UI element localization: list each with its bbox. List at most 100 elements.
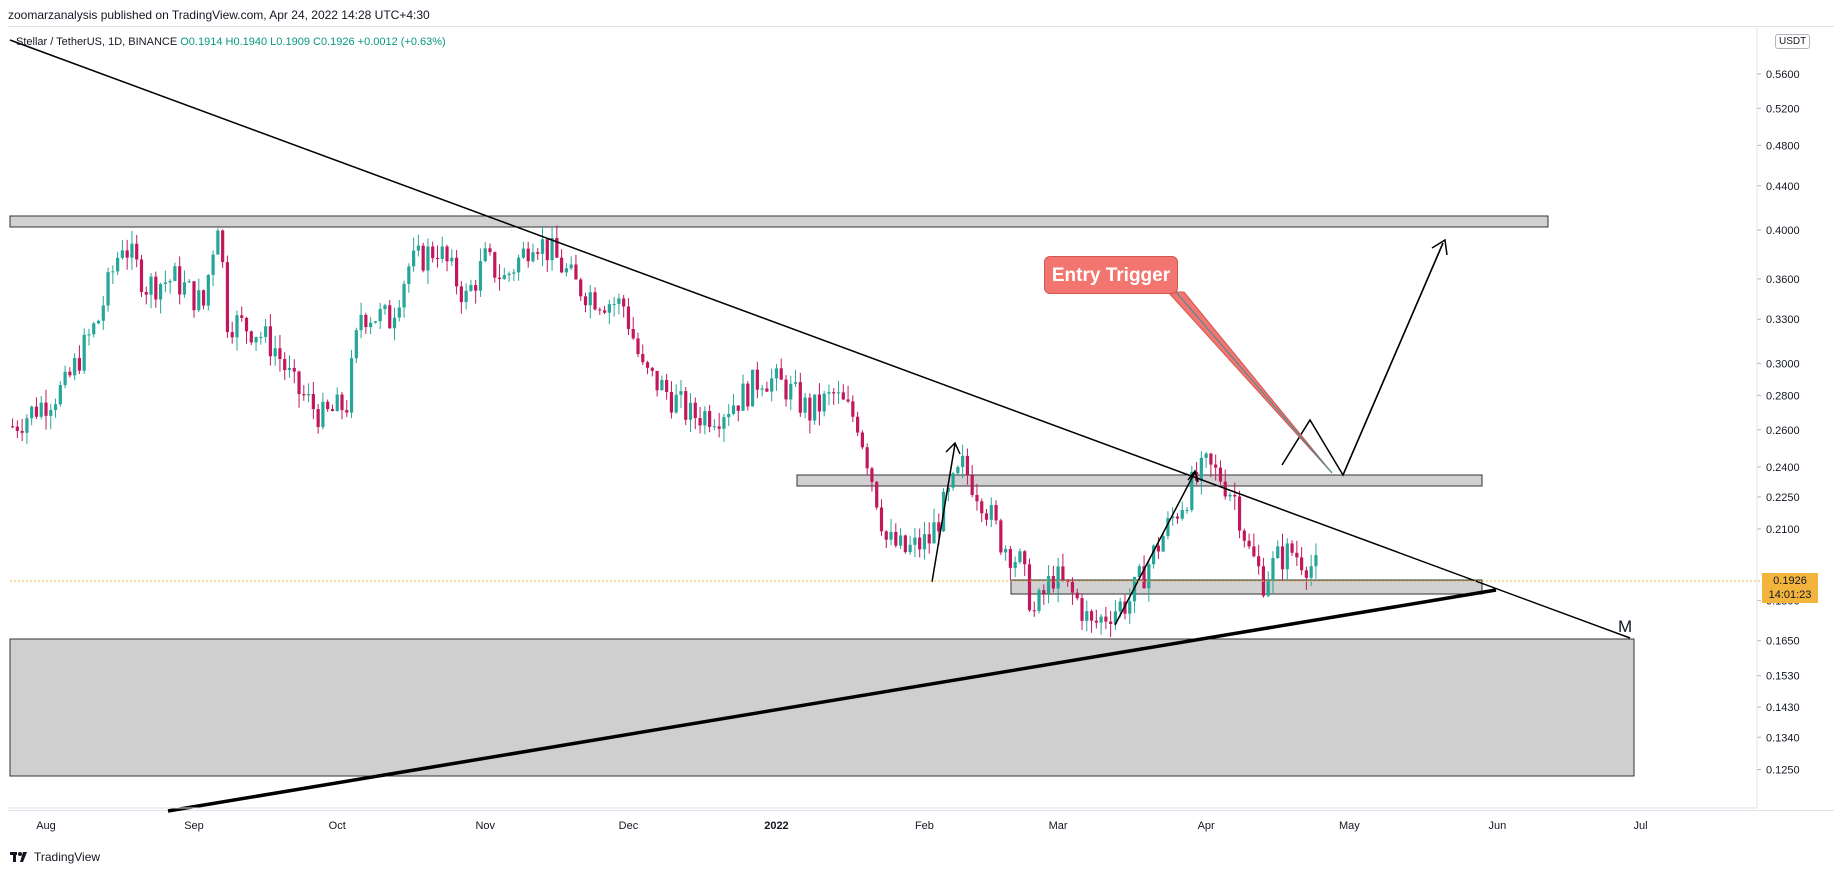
candle-body xyxy=(631,328,635,339)
candle-body xyxy=(898,535,903,546)
y-tick-label: 0.1530 xyxy=(1766,671,1800,683)
candle-body xyxy=(163,282,167,285)
candle-body xyxy=(240,315,244,318)
zone-resistance-top xyxy=(9,215,1549,228)
candle-body xyxy=(994,505,998,521)
zone-mid-resistance xyxy=(796,474,1483,487)
candle-body xyxy=(1118,601,1122,612)
candle-body xyxy=(665,379,669,392)
candle-body xyxy=(1304,570,1308,578)
y-tick-label: 0.1250 xyxy=(1766,765,1800,777)
candle-body xyxy=(918,537,922,550)
legend-low: L0.1909 xyxy=(270,36,310,48)
candle-body xyxy=(440,246,444,259)
candle-body xyxy=(1247,540,1251,547)
candle-body xyxy=(412,250,416,267)
candle-body xyxy=(564,268,568,273)
y-tick-label: 0.1650 xyxy=(1766,636,1800,648)
candle-body xyxy=(851,401,855,417)
candle-body xyxy=(617,298,621,304)
candle-body xyxy=(856,416,860,433)
candle-body xyxy=(798,382,802,413)
y-tick-label: 0.3000 xyxy=(1766,358,1800,370)
candle-body xyxy=(116,257,120,272)
candle-body xyxy=(125,250,129,258)
candle-body xyxy=(349,358,354,413)
candle-body xyxy=(1280,546,1285,570)
candle-body xyxy=(980,501,984,514)
zone-local-support xyxy=(1010,579,1483,595)
candle-body xyxy=(25,418,29,433)
candle-body xyxy=(889,531,893,540)
tradingview-brand[interactable]: TradingView xyxy=(10,850,100,864)
candle-body xyxy=(622,298,626,307)
candle-body xyxy=(965,455,970,476)
candle-body xyxy=(660,379,664,391)
price-axis[interactable]: 0.5600 0.5200 0.4800 0.4400 0.4000 0.3600 0.33… xyxy=(1757,69,1800,777)
candle-body xyxy=(650,367,654,371)
y-tick-label: 0.4000 xyxy=(1766,225,1800,237)
candle-body xyxy=(254,337,258,343)
candle-body xyxy=(144,292,148,295)
candle-body xyxy=(1190,471,1194,510)
candle-body xyxy=(53,404,58,411)
candle-body xyxy=(894,531,898,546)
candle-body xyxy=(168,280,172,283)
candle-body xyxy=(989,505,993,520)
candle-body xyxy=(1237,496,1242,531)
candle-body xyxy=(822,393,826,412)
candle-body xyxy=(593,292,597,310)
candle-body xyxy=(345,410,349,413)
candle-body xyxy=(1027,564,1032,611)
candle-body xyxy=(488,248,492,253)
candle-body xyxy=(1046,576,1051,594)
time-axis[interactable]: Aug Sep Oct Nov Dec 2022 Feb Mar Apr May Jun Jul xyxy=(36,820,1647,832)
legend-open: O0.1914 xyxy=(180,36,223,48)
candle-body xyxy=(1018,551,1022,563)
candle-body xyxy=(913,537,917,545)
y-tick-label: 0.1430 xyxy=(1766,702,1800,714)
candle-body xyxy=(803,397,807,413)
candle-body xyxy=(483,248,487,262)
projection-arrow-main xyxy=(1342,242,1444,476)
candle-body xyxy=(517,257,521,273)
candle-body xyxy=(278,348,282,360)
candle-body xyxy=(741,383,745,411)
candle-body xyxy=(512,272,516,274)
candle-body xyxy=(684,391,688,420)
candle-body xyxy=(34,406,39,417)
candle-body xyxy=(1056,566,1060,589)
candle-body xyxy=(688,402,693,420)
currency-badge[interactable]: USDT xyxy=(1775,34,1811,49)
candle-body xyxy=(1300,557,1304,571)
candle-body xyxy=(459,286,463,303)
candle-body xyxy=(335,394,339,412)
candle-body xyxy=(1123,601,1127,614)
bar-countdown: 14:01:23 xyxy=(1768,589,1812,601)
candle-body xyxy=(669,391,674,413)
candle-body xyxy=(221,230,225,263)
candle-body xyxy=(817,394,822,412)
x-tick-label: 2022 xyxy=(764,820,788,832)
candle-body xyxy=(187,281,191,283)
candle-body xyxy=(1061,566,1065,580)
candle-body xyxy=(569,264,573,269)
candle-body xyxy=(1314,555,1318,567)
candle-body xyxy=(841,392,845,400)
candle-body xyxy=(10,426,15,428)
y-tick-label: 0.3600 xyxy=(1766,274,1800,286)
candle-body xyxy=(15,426,19,431)
candle-body xyxy=(283,359,287,371)
candle-body xyxy=(421,245,425,271)
candle-body xyxy=(602,310,607,313)
entry-trigger-label[interactable]: Entry Trigger xyxy=(1044,256,1178,294)
candle-body xyxy=(946,487,950,492)
candle-body xyxy=(225,262,230,333)
candle-body xyxy=(383,305,387,310)
candle-body xyxy=(435,258,440,260)
entry-callout-tail xyxy=(1175,291,1333,474)
candle-body xyxy=(550,237,554,261)
candle-body xyxy=(1113,611,1118,624)
candle-body xyxy=(373,321,378,323)
